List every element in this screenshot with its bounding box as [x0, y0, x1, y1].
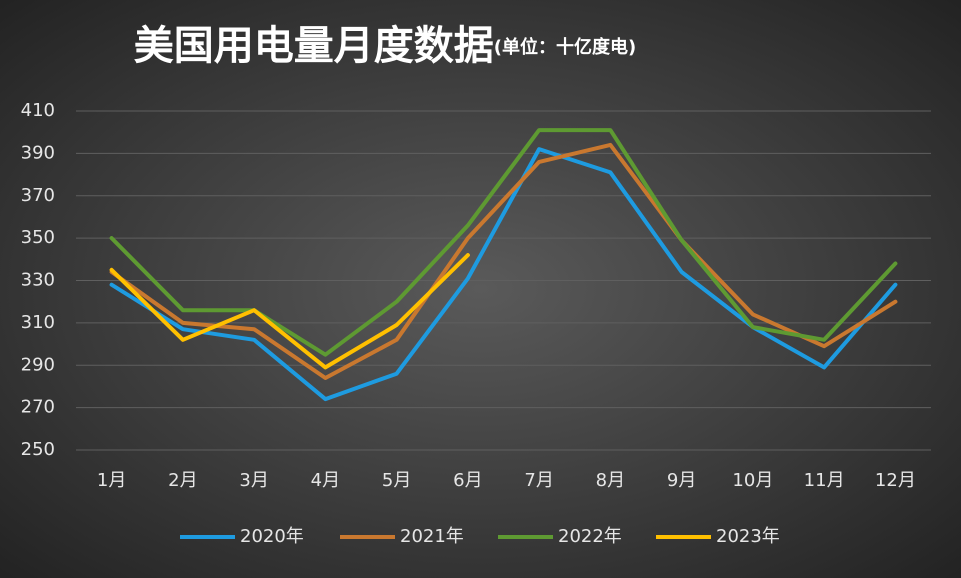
- x-tick-label: 5月: [382, 470, 411, 491]
- series-line: [109, 253, 470, 370]
- y-tick-label: 330: [21, 270, 55, 291]
- y-tick-label: 290: [21, 354, 55, 375]
- y-tick-label: 350: [21, 227, 55, 248]
- x-tick-label: 6月: [453, 470, 482, 491]
- x-tick-label: 9月: [667, 470, 696, 491]
- y-tick-label: 390: [21, 142, 55, 163]
- series-line: [109, 147, 898, 402]
- x-tick-label: 12月: [875, 470, 916, 491]
- x-tick-label: 7月: [524, 470, 553, 491]
- y-tick-label: 270: [21, 397, 55, 418]
- x-tick-label: 11月: [804, 470, 845, 491]
- y-tick-label: 310: [21, 312, 55, 333]
- x-tick-label: 3月: [239, 470, 268, 491]
- y-tick-label: 370: [21, 185, 55, 206]
- x-tick-label: 2月: [168, 470, 197, 491]
- chart-title: 美国用电量月度数据(单位：十亿度电): [134, 23, 636, 69]
- x-tick-label: 4月: [311, 470, 340, 491]
- legend-label: 2023年: [716, 526, 780, 547]
- series-line: [109, 142, 898, 380]
- subtitle: (单位：十亿度电): [494, 36, 636, 58]
- x-tick-label: 1月: [97, 470, 126, 491]
- x-tick-label: 8月: [596, 470, 625, 491]
- y-tick-label: 250: [21, 439, 55, 460]
- y-tick-label: 410: [21, 100, 55, 121]
- legend-label: 2021年: [400, 526, 464, 547]
- series-line: [109, 128, 898, 357]
- legend-label: 2020年: [240, 526, 304, 547]
- title: 美国用电量月度数据: [134, 23, 494, 69]
- legend-label: 2022年: [558, 526, 622, 547]
- x-tick-label: 10月: [732, 470, 773, 491]
